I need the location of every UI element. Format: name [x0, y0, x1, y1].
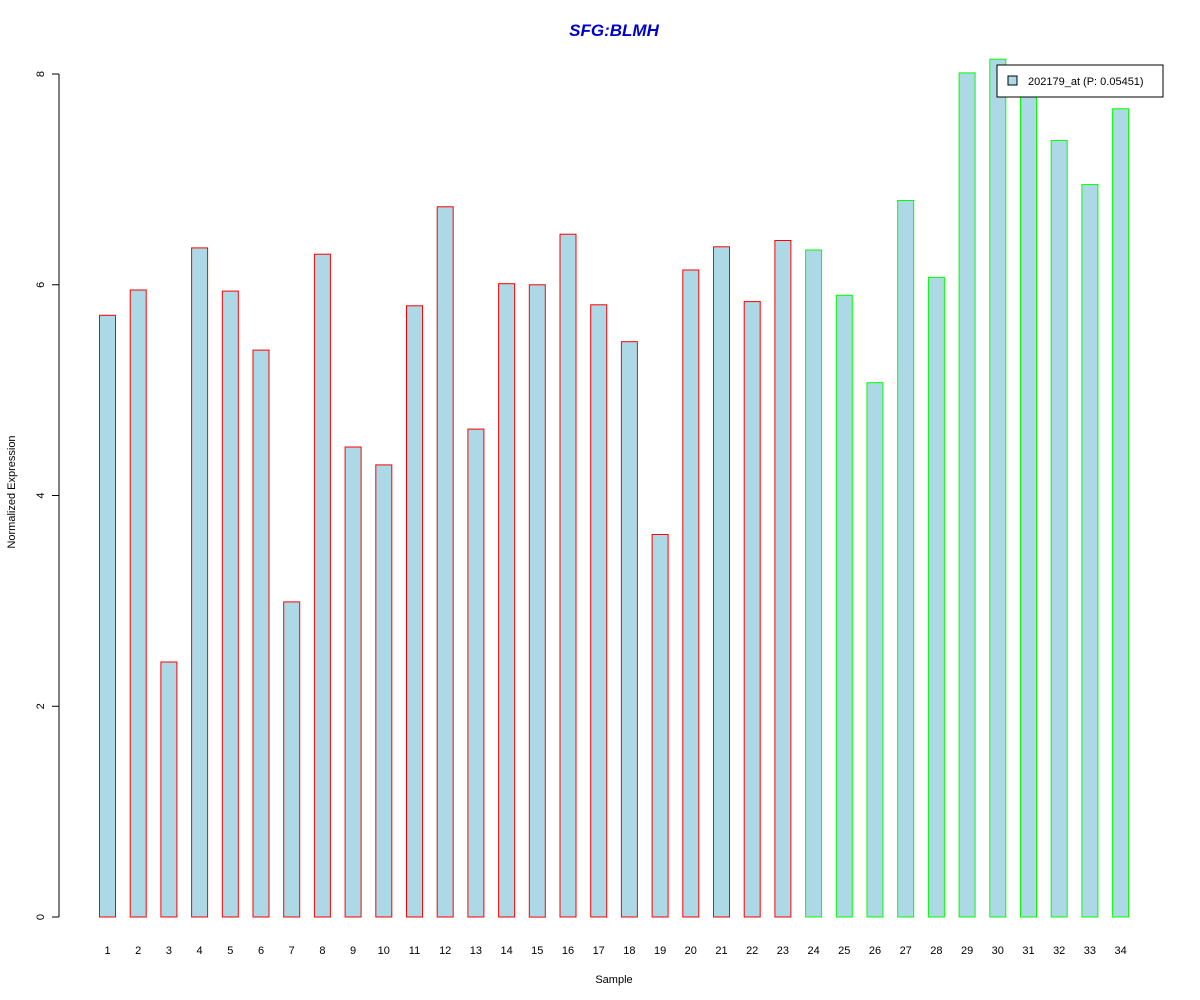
x-tick-label: 8 — [319, 945, 325, 957]
bar-sample-21 — [713, 246, 730, 918]
legend-box — [996, 64, 1164, 98]
x-tick-label: 34 — [1114, 945, 1126, 957]
x-tick-label: 25 — [838, 945, 850, 957]
x-tick-label: 3 — [166, 945, 172, 957]
bar-sample-6 — [252, 349, 270, 918]
x-tick-label: 24 — [807, 945, 819, 957]
x-tick-label: 16 — [562, 945, 574, 957]
bar-sample-13 — [467, 428, 485, 918]
bar-sample-15 — [528, 284, 546, 918]
y-tick-label: 0 — [35, 914, 47, 920]
x-tick-labels: 1 2 3 4 5 6 7 8 9 10 11 12 13 14 15 16 17 18 19 20 21 22 23 24 2… — [104, 945, 1126, 957]
bar-sample-5 — [221, 290, 239, 918]
y-axis: 0 2 4 6 8 — [35, 71, 60, 920]
y-axis-label: Normalized Expression — [6, 435, 18, 548]
y-tick-label: 2 — [35, 703, 47, 709]
x-tick-label: 1 — [104, 945, 110, 957]
x-tick-label: 12 — [439, 945, 451, 957]
x-tick-label: 23 — [777, 945, 789, 957]
x-tick-label: 26 — [869, 945, 881, 957]
x-tick-label: 28 — [930, 945, 942, 957]
x-tick-label: 29 — [961, 945, 973, 957]
bar-sample-4 — [191, 247, 209, 918]
x-tick-label: 14 — [500, 945, 512, 957]
bar-sample-18 — [620, 341, 638, 918]
x-tick-label: 33 — [1084, 945, 1096, 957]
x-tick-label: 22 — [746, 945, 758, 957]
bar-sample-12 — [436, 206, 454, 918]
x-tick-label: 32 — [1053, 945, 1065, 957]
x-tick-label: 2 — [135, 945, 141, 957]
bar-sample-1 — [99, 314, 116, 918]
x-tick-label: 6 — [258, 945, 264, 957]
bar-sample-33 — [1081, 184, 1099, 918]
bar-sample-31 — [1020, 94, 1037, 918]
bar-sample-26 — [866, 382, 884, 918]
bar-sample-14 — [498, 283, 516, 918]
x-tick-label: 10 — [378, 945, 390, 957]
y-tick-label: 8 — [35, 71, 47, 77]
bar-sample-9 — [344, 446, 362, 918]
legend-swatch — [1007, 75, 1018, 86]
chart-title: SFG:BLMH — [569, 21, 659, 40]
x-tick-label: 11 — [409, 945, 420, 957]
x-tick-label: 13 — [470, 945, 482, 957]
bar-sample-2 — [129, 289, 147, 918]
bar-sample-23 — [774, 240, 792, 918]
bar-sample-19 — [651, 534, 669, 918]
bar-sample-30 — [989, 58, 1007, 918]
bar-sample-7 — [283, 601, 301, 918]
bar-sample-10 — [375, 464, 393, 918]
x-tick-label: 31 — [1022, 945, 1034, 957]
x-tick-label: 18 — [623, 945, 635, 957]
bar-sample-11 — [406, 305, 423, 918]
x-tick-label: 15 — [531, 945, 543, 957]
bar-sample-24 — [805, 249, 823, 918]
y-tick-label: 6 — [35, 282, 47, 288]
bar-sample-17 — [590, 304, 608, 918]
bar-sample-25 — [835, 294, 853, 918]
bar-sample-34 — [1112, 108, 1130, 918]
bar-sample-29 — [958, 72, 976, 918]
bars-group — [99, 58, 1130, 918]
x-tick-label: 27 — [900, 945, 912, 957]
x-tick-label: 30 — [992, 945, 1004, 957]
legend: 202179_at (P: 0.05451) — [996, 64, 1164, 98]
legend-label: 202179_at (P: 0.05451) — [1028, 76, 1144, 88]
x-tick-label: 9 — [350, 945, 356, 957]
x-axis-label: Sample — [595, 974, 632, 986]
y-tick-label: 4 — [35, 492, 47, 498]
bar-sample-20 — [682, 269, 700, 918]
x-tick-label: 7 — [289, 945, 295, 957]
bar-sample-16 — [559, 233, 577, 918]
bar-sample-8 — [313, 253, 331, 918]
x-tick-label: 4 — [197, 945, 203, 957]
bar-sample-27 — [897, 200, 915, 918]
x-tick-label: 21 — [715, 945, 727, 957]
x-tick-label: 17 — [593, 945, 605, 957]
x-tick-label: 20 — [685, 945, 697, 957]
bar-sample-28 — [927, 276, 945, 918]
bar-sample-32 — [1050, 139, 1068, 918]
bar-sample-3 — [160, 661, 178, 918]
x-tick-label: 5 — [227, 945, 233, 957]
bar-sample-22 — [743, 301, 761, 918]
x-tick-label: 19 — [654, 945, 666, 957]
